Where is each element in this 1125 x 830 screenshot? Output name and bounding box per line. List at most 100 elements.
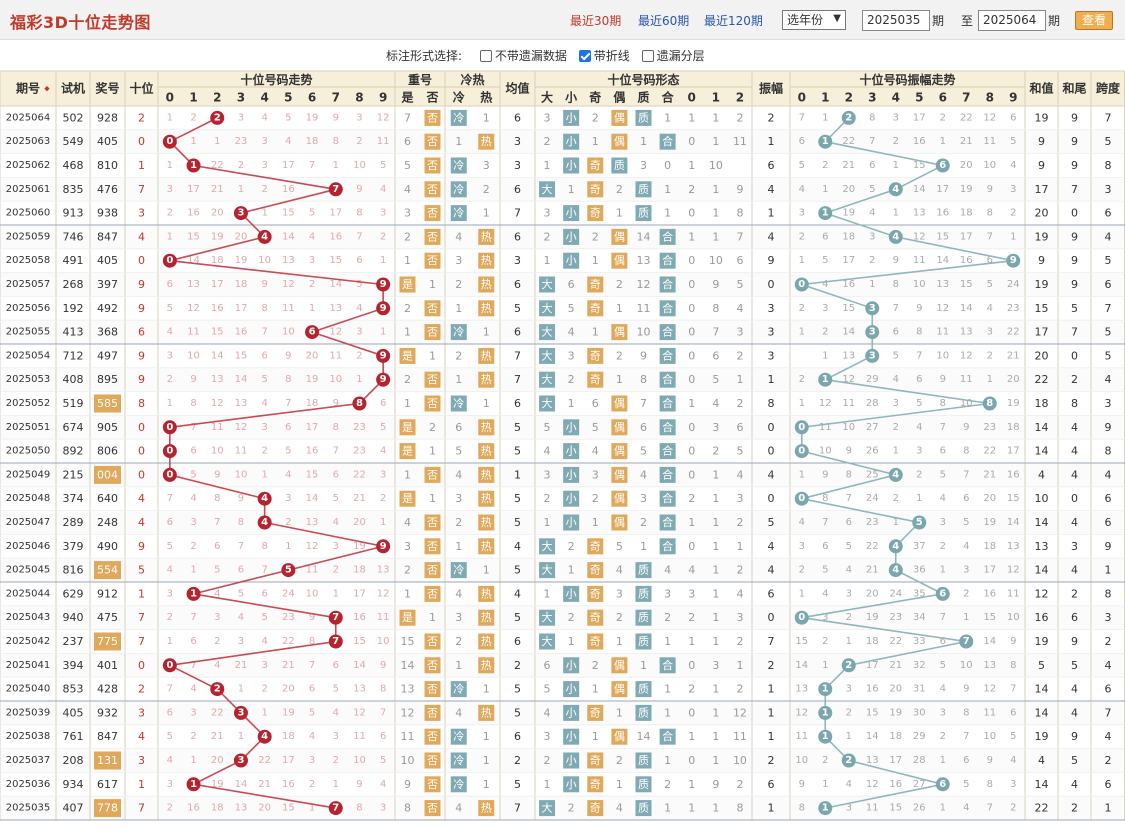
tail-cell: 2 (1071, 587, 1078, 600)
shape-cell: 5 (616, 540, 623, 553)
tens-cell: 5 (138, 564, 145, 577)
omission-cell: 17 (282, 160, 295, 171)
amp-omission-cell: 8 (987, 779, 993, 790)
amp-omission-cell: 3 (940, 517, 946, 528)
amp-omission-cell: 15 (983, 612, 996, 623)
amp-omission-cell: 16 (889, 779, 902, 790)
amp-omission-cell: 4 (869, 208, 875, 219)
omission-cell: 7 (190, 660, 196, 671)
amp-omission-cell: 12 (983, 112, 996, 123)
omission-cell: 5 (261, 374, 267, 385)
shape-cell: 小 (566, 516, 577, 529)
col-trend-sub: 2 (213, 91, 221, 105)
amp-cell: 0 (768, 492, 775, 505)
option-layered[interactable]: 遗漏分层 (641, 49, 705, 63)
issue-cell: 2025037 (6, 755, 51, 766)
checkbox-no-omission[interactable] (479, 50, 492, 62)
avg-cell: 5 (514, 516, 521, 529)
omission-cell: 9 (214, 469, 220, 480)
tail-cell: 4 (1071, 516, 1078, 529)
checkbox-layered[interactable] (641, 50, 654, 62)
omission-cell: 3 (238, 636, 244, 647)
col-trend-sub: 5 (284, 91, 292, 105)
amp-omission-cell: 15 (913, 160, 926, 171)
shape-badge (587, 276, 604, 293)
to-issue-input[interactable]: 2025064 (978, 10, 1046, 31)
shape-cell: 3 (688, 587, 695, 600)
shape-cell: 质 (638, 778, 649, 791)
shape-cell: 4 (688, 564, 695, 577)
amp-ball (888, 467, 903, 482)
period-120-link[interactable]: 最近120期 (704, 14, 763, 28)
row-bg (0, 439, 1125, 463)
shape-cell: 质 (638, 683, 649, 696)
shape-cell: 1 (664, 754, 671, 767)
shape-badge (539, 324, 556, 341)
shape-cell: 4 (736, 302, 743, 315)
avg-cell: 5 (514, 683, 521, 696)
amp-omission-cell: 15 (936, 231, 949, 242)
tail-cell: 4 (1071, 445, 1078, 458)
shape-badge (611, 324, 628, 341)
omission-cell: 1 (380, 327, 386, 338)
shape-cell: 质 (638, 207, 649, 220)
hot-badge (478, 609, 495, 626)
trial-cell: 746 (63, 230, 84, 243)
hot-badge (478, 419, 495, 436)
shape-cell: 1 (736, 373, 743, 386)
repeat-badge (424, 109, 441, 126)
trial-cell: 405 (63, 706, 84, 719)
option-layered-label: 遗漏分层 (656, 49, 705, 63)
amp-omission-cell: 20 (866, 588, 879, 599)
year-select[interactable]: 选年份 ▼ (782, 10, 846, 30)
trend-ball-number: 8 (356, 398, 363, 409)
option-polyline[interactable]: 带折线 (578, 49, 630, 63)
view-button[interactable]: 查看 (1075, 11, 1113, 30)
shape-cell: 2 (544, 754, 551, 767)
checkbox-polyline[interactable] (578, 50, 591, 62)
issue-cell: 2025046 (6, 541, 51, 552)
trial-cell: 712 (63, 349, 84, 362)
row-bg (0, 248, 1125, 273)
shape-cell: 3 (712, 421, 719, 434)
amp-omission-cell: 16 (983, 588, 996, 599)
shape-cell: 奇 (590, 349, 601, 362)
repeat-badge (424, 562, 441, 579)
option-no-omission[interactable]: 不带遗漏数据 (479, 49, 567, 63)
trend-ball (376, 301, 391, 316)
amp-ball (794, 420, 809, 435)
tens-cell: 0 (138, 254, 145, 267)
shape-badge (563, 657, 580, 674)
shape-badge (539, 609, 556, 626)
shape-cell: 小 (566, 683, 577, 696)
row-bg (0, 629, 1125, 654)
coldhot-cell: 热 (481, 659, 492, 672)
omission-cell: 19 (211, 231, 224, 242)
tail-cell: 7 (1071, 183, 1078, 196)
amp-omission-cell: 9 (940, 374, 946, 385)
hot-badge (478, 133, 495, 150)
amp-ball (865, 348, 880, 363)
row-bg (0, 677, 1125, 701)
omission-cell: 1 (238, 731, 244, 742)
from-issue-input[interactable]: 2025035 (862, 10, 930, 31)
coldhot-cell: 1 (483, 730, 490, 743)
period-60-link[interactable]: 最近60期 (638, 14, 690, 28)
trend-ball-number: 0 (166, 446, 173, 457)
repeat-cell: 1 (404, 587, 411, 600)
shape-badge (611, 109, 628, 126)
shape-badge (659, 395, 676, 412)
repeat-badge (399, 609, 416, 626)
coldhot-cell: 热 (481, 587, 492, 600)
amp-omission-cell: 1 (963, 612, 969, 623)
shape-cell: 9 (736, 183, 743, 196)
col-amp-trend-sub: 7 (962, 91, 970, 105)
col-prize: 奖号 (95, 81, 119, 96)
period-30-link[interactable]: 最近30期 (570, 14, 622, 28)
amp-omission-cell: 10 (819, 446, 832, 457)
amp-omission-cell: 1 (940, 803, 946, 814)
shape-cell: 偶 (614, 468, 625, 481)
shape-badge (587, 347, 604, 364)
prize-cell: 401 (97, 659, 118, 672)
omission-cell: 7 (190, 422, 196, 433)
